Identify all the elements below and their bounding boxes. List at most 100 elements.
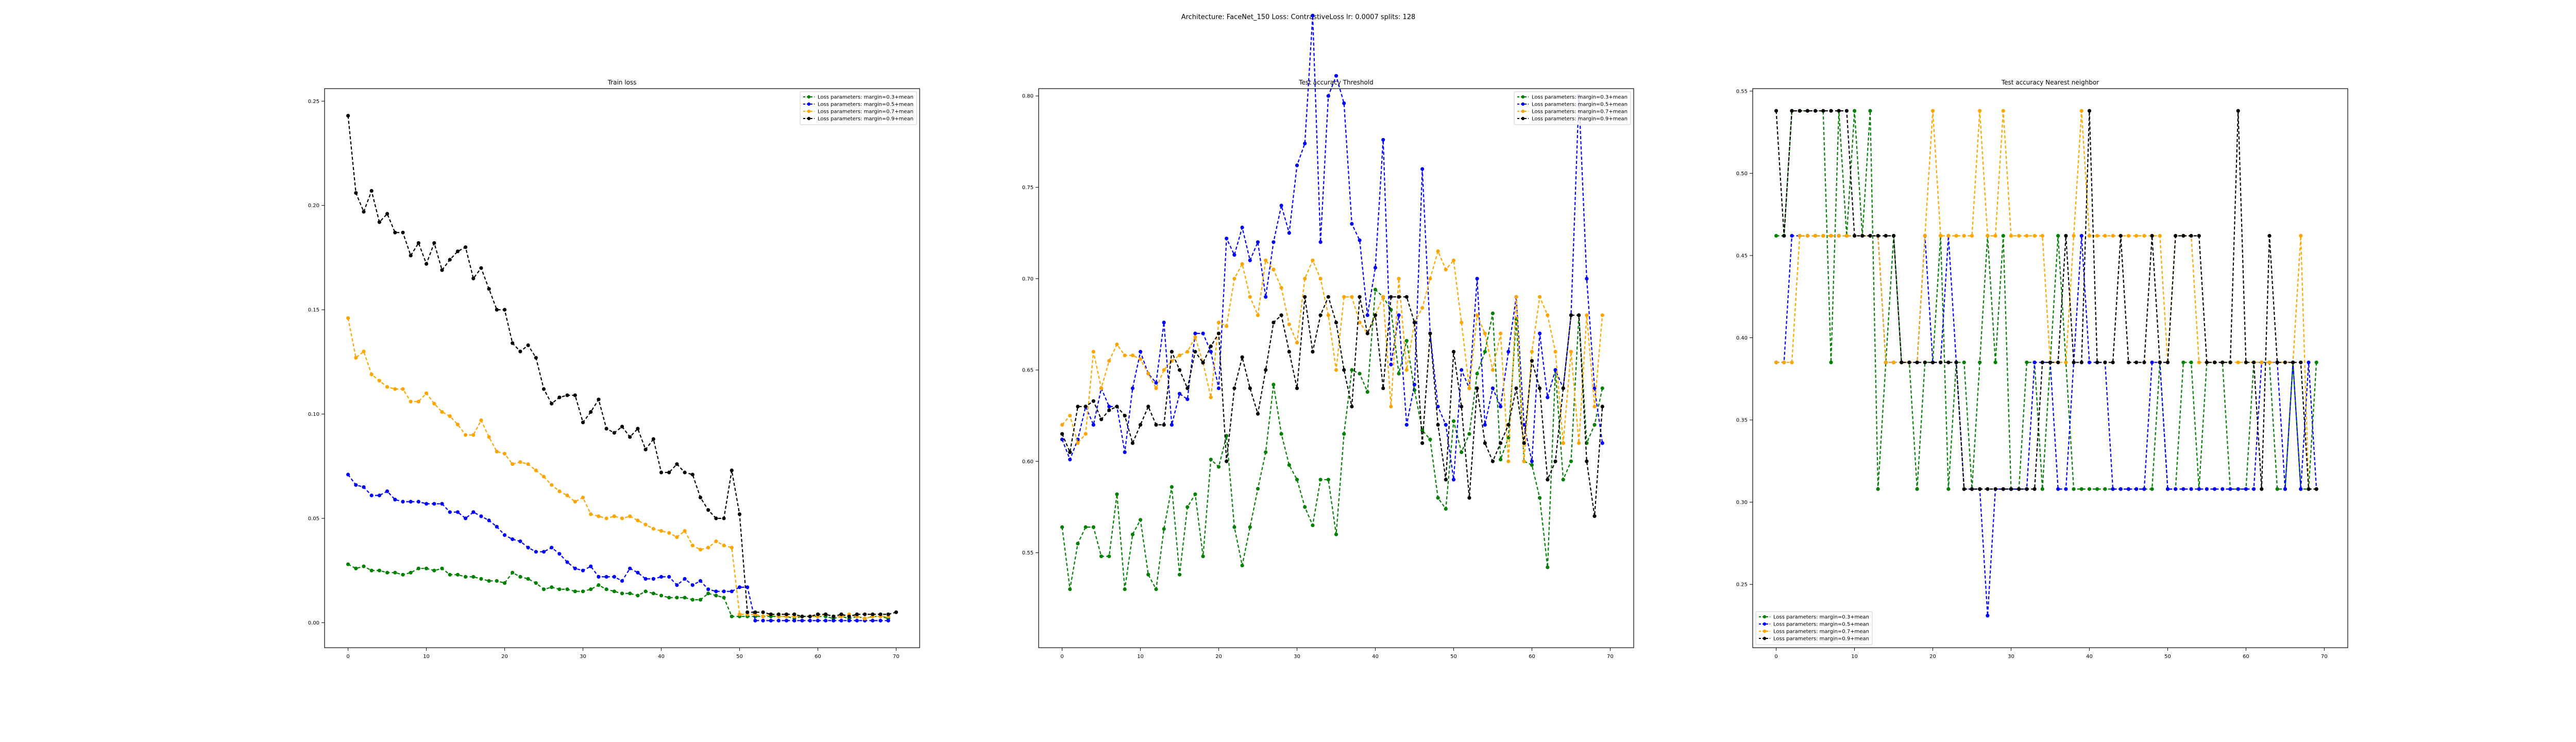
data-point [1829,360,1833,364]
data-point [753,618,757,622]
data-point [1365,390,1369,394]
data-point [1592,514,1597,518]
data-point [1287,350,1291,354]
data-point [1185,505,1190,509]
data-point [1389,295,1393,299]
data-point [511,462,515,466]
data-point [534,356,538,360]
data-point [346,316,350,320]
data-point [1060,423,1064,427]
data-point [714,516,718,520]
data-point [2032,487,2037,491]
legend-swatch-marker [1762,636,1767,640]
data-point [1915,360,1919,364]
axes-frame [1752,88,2348,648]
data-point [1397,372,1401,376]
data-point [1170,423,1174,427]
data-point [432,502,436,506]
legend-label: Loss parameters: margin=0.7+mean [1773,629,1869,635]
data-point [1083,525,1088,529]
data-point [471,575,476,579]
data-point [573,589,577,594]
data-point [1892,360,1896,364]
legend-swatch-marker [1521,95,1525,99]
data-point [730,468,734,473]
data-point [2197,360,2201,364]
x-tick-label: 50 [1450,654,1457,660]
data-point [1178,572,1182,577]
data-point [534,581,538,585]
data-point [792,618,796,622]
data-point [1530,459,1534,463]
data-point [1162,423,1166,427]
data-point [1986,234,1990,238]
data-point [448,258,452,262]
data-point [839,618,843,622]
data-point [1444,267,1448,272]
data-point [2095,234,2099,238]
series-line [347,474,889,621]
data-point [1978,487,1982,491]
data-point [401,387,405,391]
x-tick-label: 70 [2321,654,2328,660]
data-point [550,483,554,487]
data-point [2244,360,2248,364]
data-point [354,191,358,195]
data-point [377,568,382,572]
data-point [1342,295,1346,299]
data-point [1334,321,1338,325]
data-point [675,583,679,587]
data-point [1248,525,1252,529]
data-point [1467,432,1471,436]
data-point [1115,342,1119,347]
data-point [455,572,460,577]
data-point [581,495,585,500]
data-point [1209,395,1213,399]
data-point [409,399,413,403]
data-point [362,564,366,568]
data-point [1068,458,1072,462]
data-point [1923,234,1927,238]
legend-swatch-marker [1521,109,1525,113]
data-point [1303,295,1307,299]
data-point [1146,572,1150,577]
data-point [1170,350,1174,354]
data-point [1428,277,1432,281]
data-point [1546,565,1550,569]
data-point [1068,587,1072,592]
data-point [690,473,694,477]
data-point [1264,295,1268,299]
chart-title: Test accuracy Threshold [1298,79,1374,86]
x-tick-label: 60 [1529,654,1535,660]
data-point [1900,360,1904,364]
data-point [1076,404,1080,409]
data-point [2221,360,2225,364]
data-point [1483,441,1487,445]
data-point [1178,392,1182,396]
figure-suptitle: Architecture: FaceNet_150 Loss: Contrast… [1181,13,1416,21]
data-point [1907,360,1911,364]
data-point [1295,478,1299,482]
data-point [1805,234,1809,238]
data-point [1782,360,1786,364]
chart-title: Test accuracy Nearest neighbor [2001,79,2099,86]
data-point [2009,234,2013,238]
x-tick-label: 40 [1372,654,1379,660]
data-point [2103,487,2107,491]
data-point [1460,404,1464,409]
data-point [1240,262,1244,266]
data-point [448,414,452,418]
data-point [761,618,765,622]
data-point [1404,339,1409,343]
data-point [1209,350,1213,354]
data-point [2158,234,2162,238]
data-point [643,589,648,594]
data-point [1185,386,1190,391]
data-point [1373,288,1378,292]
data-point [1829,234,1833,238]
y-tick-label: 0.50 [1736,171,1748,177]
series-4 [346,114,898,618]
data-point [581,568,585,572]
data-point [1514,295,1518,299]
data-point [464,433,468,437]
